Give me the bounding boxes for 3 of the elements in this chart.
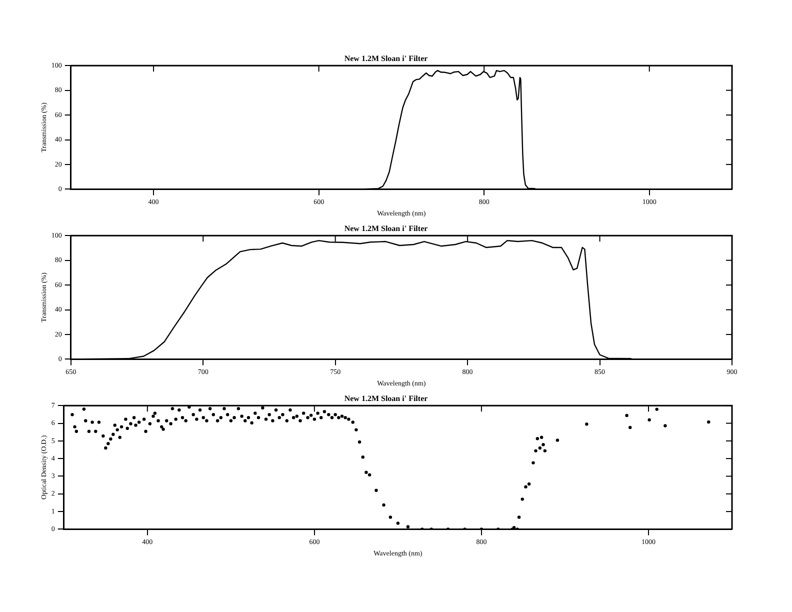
chart-title: New 1.2M Sloan i' Filter (344, 394, 428, 403)
chart-title: New 1.2M Sloan i' Filter (344, 224, 428, 233)
chart-title: New 1.2M Sloan i' Filter (344, 54, 428, 63)
